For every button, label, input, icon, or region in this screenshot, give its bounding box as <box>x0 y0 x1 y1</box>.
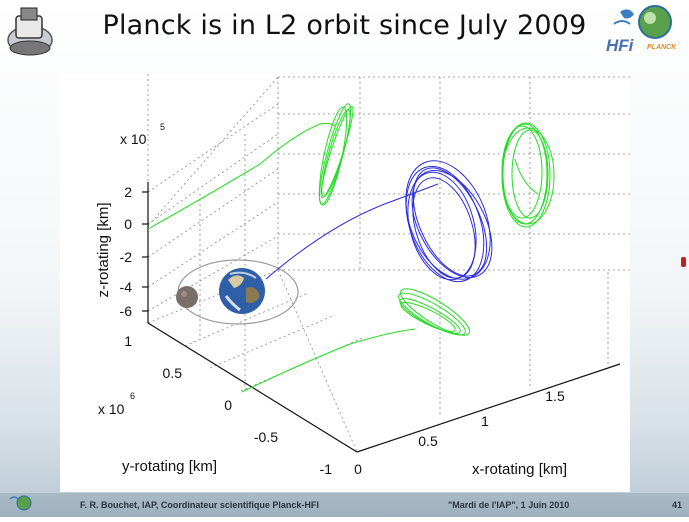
y-scale-label: x 10 <box>98 401 125 417</box>
z-tick-label: -6 <box>120 303 133 319</box>
z-tick-label: -4 <box>120 279 133 295</box>
slide-footer: F. R. Bouchet, IAP, Coordinateur scienti… <box>0 493 689 517</box>
hfi-planck-logo <box>600 4 685 64</box>
y-tick-label: -1 <box>320 461 333 477</box>
footer-logo <box>4 493 38 517</box>
trajectory-projections <box>147 103 555 393</box>
earth-image <box>219 268 265 314</box>
y-scale-exponent: 6 <box>130 391 135 401</box>
y-tick-label: -0.5 <box>254 429 278 445</box>
orbit-3d-plot: x 10 5 2 0 -2 -4 -6 z-rotating [km] 1 0.… <box>95 74 630 478</box>
trajectory-3d <box>265 160 493 283</box>
z-scale-label: x 10 <box>120 131 147 147</box>
x-tick-label: 0 <box>354 461 362 477</box>
footer-event: "Mardi de l'IAP", 1 Juin 2010 <box>448 500 570 510</box>
planck-logo-text: PLANCK <box>647 44 677 51</box>
hfi-logo-text: HFi <box>606 36 634 55</box>
y-axis-label: y-rotating [km] <box>122 458 217 475</box>
z-scale-exponent: 5 <box>160 122 165 132</box>
x-axis-label: x-rotating [km] <box>472 461 567 478</box>
y-tick-label: 0 <box>224 397 232 413</box>
z-axis-label: z-rotating [km] <box>95 202 112 297</box>
slide-title: Planck is in L2 orbit since July 2009 <box>102 10 587 41</box>
z-tick-label: 2 <box>124 184 132 200</box>
footer-author: F. R. Bouchet, IAP, Coordinateur scienti… <box>80 500 319 510</box>
z-tick-label: -2 <box>120 249 133 265</box>
plot-axes <box>142 182 621 453</box>
x-tick-label: 1 <box>481 413 489 429</box>
x-tick-label: 0.5 <box>418 433 438 449</box>
slide-edge-marker <box>681 257 686 267</box>
z-tick-label: 0 <box>124 216 132 232</box>
x-tick-label: 1.5 <box>545 388 565 404</box>
footer-page-number: 41 <box>672 500 683 510</box>
y-tick-label: 0.5 <box>163 365 183 381</box>
y-tick-label: 1 <box>124 333 132 349</box>
planck-satellite-logo <box>4 4 56 60</box>
moon-image <box>176 286 198 308</box>
orbit-plot-panel: x 10 5 2 0 -2 -4 -6 z-rotating [km] 1 0.… <box>60 74 630 492</box>
plot-grid <box>147 74 630 453</box>
